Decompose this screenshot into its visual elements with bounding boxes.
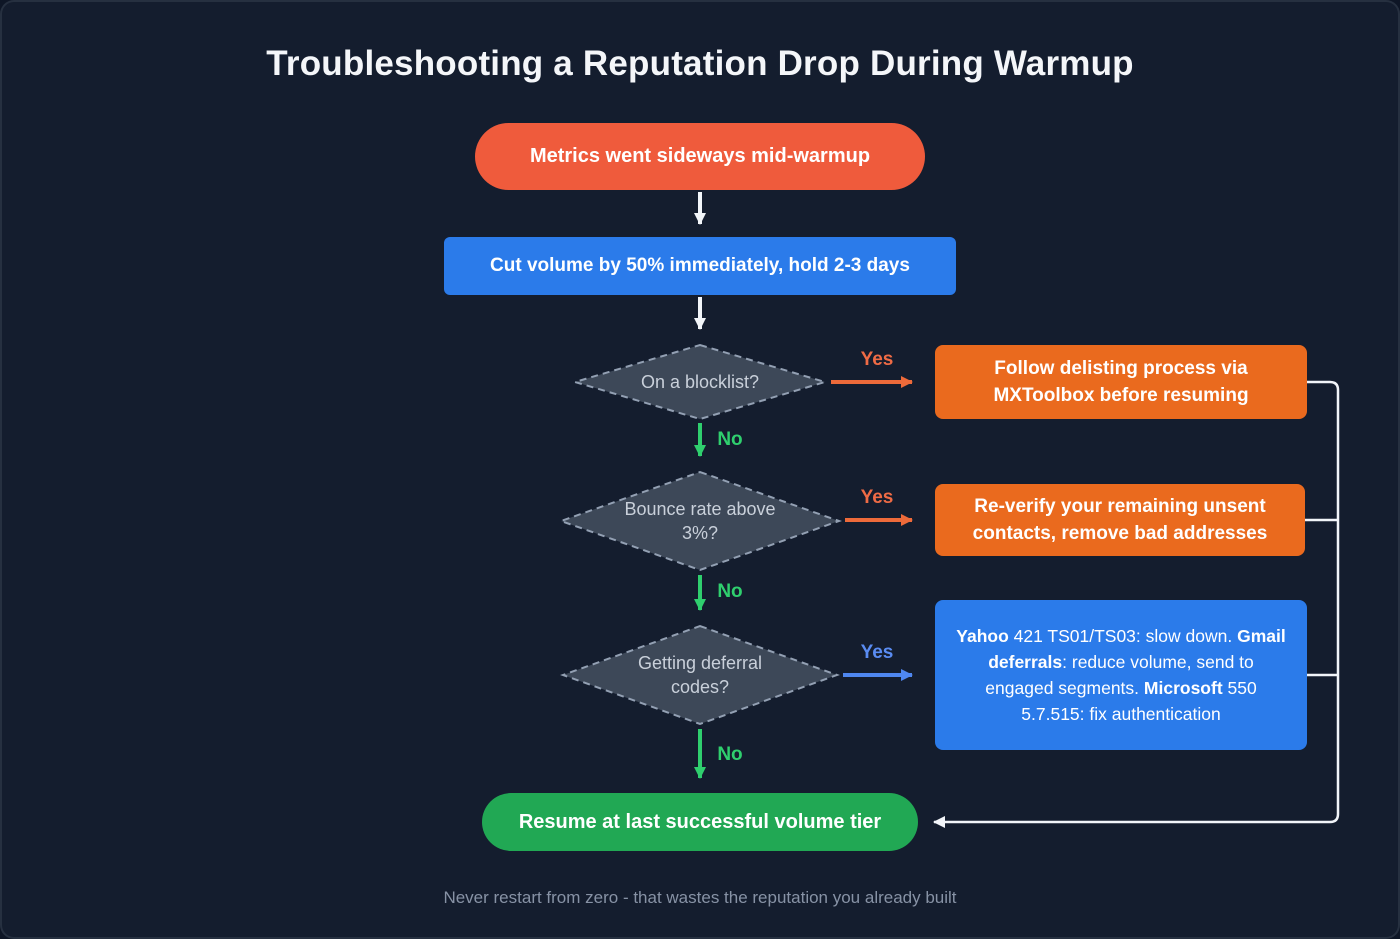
- provider-name-gmail: Gmail deferrals: [988, 626, 1286, 672]
- decision-blocklist-label: On a blocklist?: [640, 372, 760, 392]
- diamond-shape: [571, 343, 829, 421]
- action-delisting-label: Follow delisting process via MXToolbox b…: [993, 358, 1249, 406]
- decision-bounce-rate-label: Bounce rate above 3%?: [624, 499, 776, 543]
- node-start: Metrics went sideways mid-warmup: [475, 123, 925, 190]
- action-reverify-label: Re-verify your remaining unsent contacts…: [972, 496, 1268, 544]
- diamond-shape: [557, 470, 843, 572]
- decision-deferral-codes-label: Getting deferral codes?: [637, 653, 763, 697]
- node-resume: Resume at last successful volume tier: [482, 793, 918, 851]
- decision-bounce-rate: Bounce rate above 3%?: [557, 470, 843, 572]
- page-title: Troubleshooting a Reputation Drop During…: [266, 44, 1134, 83]
- edge-label-no-deferral: No: [717, 744, 743, 765]
- edge-label-yes-deferral: Yes: [860, 642, 894, 663]
- decision-deferral-codes: Getting deferral codes?: [560, 624, 840, 726]
- action-deferral-handling: Yahoo 421 TS01/TS03: slow down. Gmail de…: [935, 600, 1307, 750]
- action-delisting: Follow delisting process via MXToolbox b…: [935, 345, 1307, 419]
- action-deferral-handling-text: Yahoo 421 TS01/TS03: slow down. Gmail de…: [956, 626, 1286, 724]
- diamond-shape: [560, 624, 840, 726]
- node-cut-volume: Cut volume by 50% immediately, hold 2-3 …: [444, 237, 956, 295]
- decision-blocklist: On a blocklist?: [571, 343, 829, 421]
- provider-name-yahoo: Yahoo: [956, 626, 1009, 646]
- node-resume-label: Resume at last successful volume tier: [518, 810, 882, 833]
- edge-label-no-bounce: No: [717, 581, 743, 602]
- action-reverify: Re-verify your remaining unsent contacts…: [935, 484, 1305, 556]
- footer-note: Never restart from zero - that wastes th…: [443, 888, 957, 907]
- edge-label-yes-bounce: Yes: [860, 487, 894, 508]
- node-start-label: Metrics went sideways mid-warmup: [529, 145, 871, 167]
- provider-name-microsoft: Microsoft: [1143, 678, 1223, 698]
- edge-label-yes-blocklist: Yes: [860, 349, 894, 370]
- node-cut-volume-label: Cut volume by 50% immediately, hold 2-3 …: [490, 255, 910, 276]
- edge-label-no-blocklist: No: [717, 429, 743, 450]
